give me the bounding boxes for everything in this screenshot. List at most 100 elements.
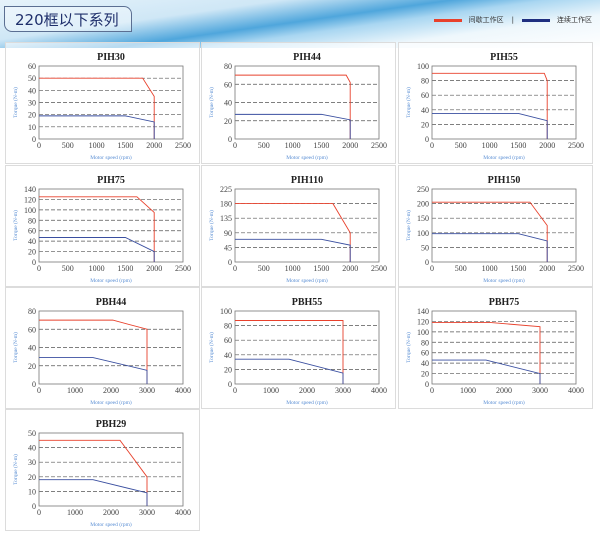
y-tick-label: 20 — [28, 473, 36, 482]
chart-title: PBH55 — [292, 297, 323, 308]
y-tick-label: 0 — [228, 135, 232, 144]
y-tick-label: 80 — [421, 77, 429, 86]
y-tick-label: 100 — [417, 62, 429, 71]
x-axis-label: Motor speed (rpm) — [286, 154, 328, 161]
x-tick-label: 3000 — [139, 386, 155, 395]
y-tick-label: 40 — [28, 444, 36, 453]
intermittent-zone-line — [39, 439, 148, 506]
chart-panel-pbh44: PBH44 0 20 40 60 80 0 1000 2000 3000 4000 Motor spe… — [5, 287, 200, 409]
continuous-zone-line — [39, 237, 155, 262]
x-axis-label: Motor speed (rpm) — [90, 154, 132, 161]
y-tick-label: 140 — [417, 307, 429, 316]
x-tick-label: 3000 — [532, 386, 548, 395]
continuous-zone-line — [235, 238, 351, 262]
x-tick-label: 2000 — [146, 141, 162, 150]
x-tick-label: 3000 — [139, 508, 155, 517]
plot-area — [234, 65, 380, 140]
x-tick-label: 0 — [430, 386, 434, 395]
legend-separator: | — [511, 16, 514, 24]
chart-svg: PBH29 0 10 20 30 40 50 0 1000 2000 3000 4000 Motor s… — [12, 419, 191, 528]
legend-swatch-continuous — [522, 18, 550, 22]
x-axis-label: Motor speed (rpm) — [90, 521, 132, 528]
legend: 间歇工作区 | 连续工作区 — [433, 15, 592, 25]
y-tick-label: 60 — [28, 62, 36, 71]
chart-title: PBH44 — [96, 297, 127, 308]
y-tick-label: 80 — [28, 307, 36, 316]
y-tick-label: 50 — [28, 429, 36, 438]
y-axis-label: Torque (N-m) — [208, 210, 215, 241]
x-tick-label: 2500 — [371, 141, 387, 150]
y-tick-label: 40 — [28, 237, 36, 246]
continuous-zone-line — [432, 112, 548, 139]
x-tick-label: 1000 — [285, 264, 301, 273]
x-tick-label: 2500 — [371, 264, 387, 273]
chart-panel-pbh29: PBH29 0 10 20 30 40 50 0 1000 2000 3000 4000 Motor s… — [5, 409, 200, 531]
y-tick-label: 40 — [421, 359, 429, 368]
y-tick-label: 50 — [28, 74, 36, 83]
x-tick-label: 500 — [455, 264, 467, 273]
y-tick-label: 20 — [421, 120, 429, 129]
chart-panel-pbh75: PBH75 0 20 40 60 80 100 120 140 0 1000 2000 3000 4000… — [398, 287, 593, 409]
x-axis-label: Motor speed (rpm) — [483, 277, 525, 284]
chart-svg: PIH110 0 45 90 135 180 225 0 500 1000 1500 2000 2500… — [208, 175, 387, 284]
y-axis-label: Torque (N-m) — [405, 210, 412, 241]
plot-area — [234, 310, 380, 385]
x-tick-label: 2500 — [175, 141, 191, 150]
y-axis-label: Torque (N-m) — [12, 87, 19, 118]
chart-title: PBH75 — [489, 297, 520, 308]
y-tick-label: 250 — [417, 185, 429, 194]
x-tick-label: 500 — [258, 141, 270, 150]
x-tick-label: 1500 — [313, 141, 329, 150]
x-tick-label: 0 — [37, 508, 41, 517]
x-tick-label: 2000 — [539, 264, 555, 273]
x-tick-label: 2000 — [342, 141, 358, 150]
x-tick-label: 1500 — [117, 264, 133, 273]
x-tick-label: 0 — [233, 141, 237, 150]
y-tick-label: 120 — [24, 195, 36, 204]
y-tick-label: 60 — [421, 349, 429, 358]
x-tick-label: 0 — [37, 386, 41, 395]
y-tick-label: 20 — [28, 248, 36, 257]
chart-panel-pih44: PIH44 0 20 40 60 80 0 500 1000 1500 2000 2500 Motor … — [201, 42, 396, 164]
y-tick-label: 60 — [224, 336, 232, 345]
y-axis-label: Torque (N-m) — [12, 332, 19, 363]
y-tick-label: 40 — [28, 344, 36, 353]
intermittent-zone-line — [235, 320, 344, 384]
intermittent-zone-line — [235, 74, 351, 139]
x-axis-label: Motor speed (rpm) — [90, 399, 132, 406]
y-tick-label: 0 — [425, 380, 429, 389]
continuous-zone-line — [39, 115, 155, 139]
x-tick-label: 4000 — [371, 386, 387, 395]
continuous-zone-line — [235, 358, 344, 384]
y-tick-label: 0 — [32, 135, 36, 144]
continuous-zone-line — [432, 359, 541, 384]
page-title: 220框以下系列 — [4, 6, 132, 32]
y-tick-label: 200 — [417, 200, 429, 209]
x-tick-label: 2500 — [568, 264, 584, 273]
y-tick-label: 100 — [24, 206, 36, 215]
y-tick-label: 90 — [224, 229, 232, 238]
y-tick-label: 60 — [28, 227, 36, 236]
plot-area — [38, 65, 184, 140]
plot-area — [431, 310, 577, 385]
chart-title: PIH44 — [293, 52, 321, 63]
intermittent-zone-line — [432, 201, 548, 262]
y-tick-label: 0 — [32, 502, 36, 511]
y-tick-label: 100 — [417, 328, 429, 337]
x-tick-label: 1500 — [117, 141, 133, 150]
x-tick-label: 0 — [37, 264, 41, 273]
intermittent-zone-line — [432, 322, 541, 384]
intermittent-zone-line — [432, 72, 548, 139]
y-tick-label: 40 — [28, 86, 36, 95]
chart-title: PIH30 — [97, 52, 125, 63]
y-axis-label: Torque (N-m) — [208, 87, 215, 118]
y-tick-label: 60 — [421, 91, 429, 100]
x-tick-label: 1000 — [482, 264, 498, 273]
x-tick-label: 1000 — [89, 264, 105, 273]
y-tick-label: 100 — [417, 229, 429, 238]
y-tick-label: 60 — [28, 325, 36, 334]
y-axis-label: Torque (N-m) — [405, 87, 412, 118]
